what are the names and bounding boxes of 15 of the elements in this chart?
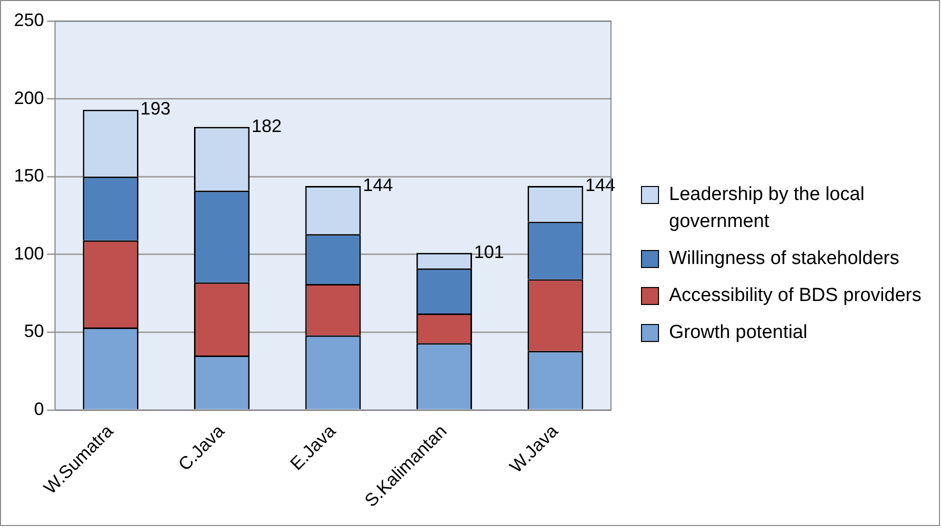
legend-label: Accessibility of BDS providers	[669, 284, 922, 308]
legend-label: Willingness of stakeholders	[669, 246, 900, 270]
y-tick-label: 50	[24, 321, 44, 342]
y-tick-label: 150	[14, 166, 44, 186]
total-label: 144	[362, 174, 393, 195]
y-tick-label: 250	[14, 10, 44, 30]
legend-label: Growth potential	[669, 320, 808, 344]
y-tick-label: 200	[14, 88, 44, 108]
total-label: 193	[140, 98, 170, 119]
total-label: 101	[474, 242, 504, 262]
y-tick-label: 100	[14, 243, 44, 264]
legend-label: Leadership by the local government	[669, 182, 866, 234]
y-tick-label: 0	[34, 398, 44, 419]
total-label: 144	[585, 174, 616, 195]
total-label: 182	[252, 116, 282, 136]
